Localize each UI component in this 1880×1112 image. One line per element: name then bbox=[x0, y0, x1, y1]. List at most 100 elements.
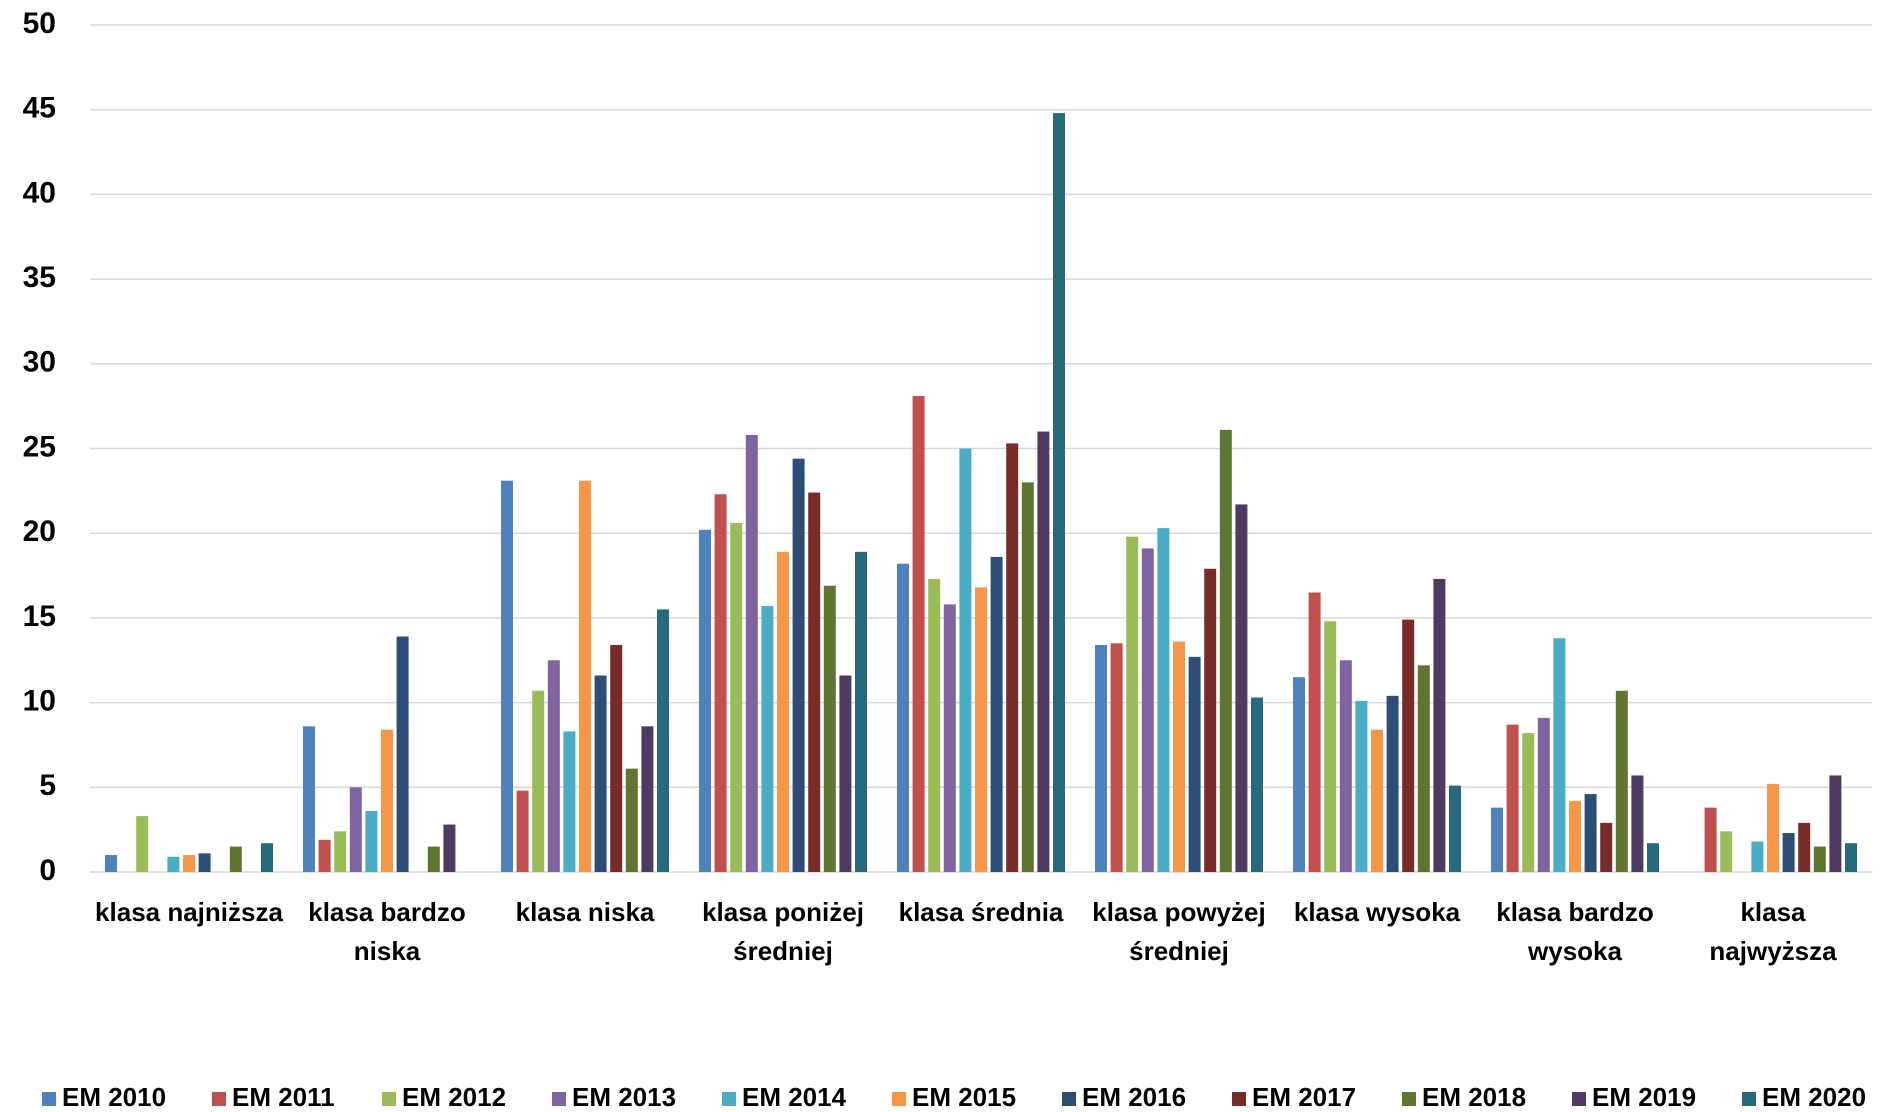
bar bbox=[428, 847, 440, 872]
bar bbox=[1220, 430, 1232, 872]
legend-swatch bbox=[552, 1092, 566, 1106]
legend-swatch bbox=[42, 1092, 56, 1106]
bar bbox=[1173, 642, 1185, 872]
bar bbox=[824, 586, 836, 872]
bar bbox=[699, 530, 711, 872]
bar bbox=[1705, 808, 1717, 872]
bar bbox=[1251, 698, 1263, 872]
legend-label: EM 2017 bbox=[1252, 1082, 1356, 1112]
bar bbox=[579, 481, 591, 872]
bar bbox=[1111, 643, 1123, 872]
bar bbox=[1293, 677, 1305, 872]
bar bbox=[610, 645, 622, 872]
bar bbox=[1402, 620, 1414, 872]
bar bbox=[1157, 528, 1169, 872]
y-tick-label: 0 bbox=[39, 854, 56, 887]
x-tick-label: klasa średnia bbox=[882, 893, 1080, 932]
y-tick-label: 15 bbox=[23, 600, 56, 633]
bar bbox=[443, 825, 455, 872]
bar bbox=[1387, 696, 1399, 872]
bar bbox=[975, 587, 987, 872]
legend-swatch bbox=[722, 1092, 736, 1106]
x-tick-label: klasa poniżej średniej bbox=[684, 893, 882, 971]
bar bbox=[1616, 691, 1628, 872]
legend-swatch bbox=[1402, 1092, 1416, 1106]
bar bbox=[1037, 432, 1049, 872]
y-tick-label: 35 bbox=[23, 261, 56, 294]
bar bbox=[1585, 794, 1597, 872]
bar bbox=[1418, 665, 1430, 872]
bar bbox=[1433, 579, 1445, 872]
legend-label: EM 2013 bbox=[572, 1082, 676, 1112]
legend-swatch bbox=[1062, 1092, 1076, 1106]
bar bbox=[1324, 621, 1336, 872]
bar bbox=[855, 552, 867, 872]
x-tick-label: klasa najwyższa bbox=[1674, 893, 1872, 971]
x-tick-label: klasa bardzo wysoka bbox=[1476, 893, 1674, 971]
bar bbox=[1845, 843, 1857, 872]
bar bbox=[777, 552, 789, 872]
legend-label: EM 2014 bbox=[742, 1082, 847, 1112]
bar bbox=[1569, 801, 1581, 872]
bar bbox=[397, 637, 409, 872]
legend-swatch bbox=[382, 1092, 396, 1106]
legend-label: EM 2011 bbox=[232, 1082, 335, 1112]
bar bbox=[944, 604, 956, 872]
legend-label: EM 2010 bbox=[62, 1082, 166, 1112]
bar bbox=[1355, 701, 1367, 872]
bar bbox=[595, 675, 607, 872]
legend-swatch bbox=[1572, 1092, 1586, 1106]
bar bbox=[381, 730, 393, 872]
bar bbox=[1022, 482, 1034, 872]
bar bbox=[1798, 823, 1810, 872]
bar bbox=[1507, 725, 1519, 872]
y-tick-label: 50 bbox=[23, 7, 56, 40]
legend-label: EM 2018 bbox=[1422, 1082, 1526, 1112]
x-tick-label: klasa wysoka bbox=[1278, 893, 1476, 932]
bar bbox=[1006, 443, 1018, 872]
bar bbox=[532, 691, 544, 872]
legend-label: EM 2020 bbox=[1762, 1082, 1866, 1112]
bar bbox=[1095, 645, 1107, 872]
bar bbox=[1538, 718, 1550, 872]
legend-label: EM 2012 bbox=[402, 1082, 506, 1112]
legend-swatch bbox=[1742, 1092, 1756, 1106]
bar bbox=[730, 523, 742, 872]
y-tick-label: 10 bbox=[23, 685, 56, 718]
bar bbox=[1522, 733, 1534, 872]
bar bbox=[501, 481, 513, 872]
bar bbox=[365, 811, 377, 872]
bar bbox=[1142, 548, 1154, 872]
y-tick-label: 30 bbox=[23, 346, 56, 379]
bar bbox=[261, 843, 273, 872]
bar bbox=[761, 606, 773, 872]
bar bbox=[105, 855, 117, 872]
bar bbox=[199, 853, 211, 872]
bar bbox=[563, 731, 575, 872]
legend-label: EM 2019 bbox=[1592, 1082, 1696, 1112]
legend-label: EM 2015 bbox=[912, 1082, 1016, 1112]
bar bbox=[1449, 786, 1461, 872]
bar bbox=[1053, 113, 1065, 872]
x-tick-label: klasa bardzo niska bbox=[288, 893, 486, 971]
bar bbox=[1751, 842, 1763, 872]
bar bbox=[793, 459, 805, 872]
y-tick-label: 40 bbox=[23, 176, 56, 209]
bar bbox=[1829, 775, 1841, 872]
bar bbox=[641, 726, 653, 872]
bar bbox=[1600, 823, 1612, 872]
bar bbox=[746, 435, 758, 872]
bar bbox=[1371, 730, 1383, 872]
x-tick-label: klasa najniższa bbox=[90, 893, 288, 932]
bar bbox=[303, 726, 315, 872]
bar bbox=[1309, 592, 1321, 872]
y-tick-label: 25 bbox=[23, 430, 56, 463]
bar bbox=[1814, 847, 1826, 872]
bar bbox=[517, 791, 529, 872]
legend-swatch bbox=[892, 1092, 906, 1106]
bar bbox=[913, 396, 925, 872]
bar bbox=[1189, 657, 1201, 872]
y-tick-label: 20 bbox=[23, 515, 56, 548]
legend-swatch bbox=[212, 1092, 226, 1106]
bar bbox=[1553, 638, 1565, 872]
